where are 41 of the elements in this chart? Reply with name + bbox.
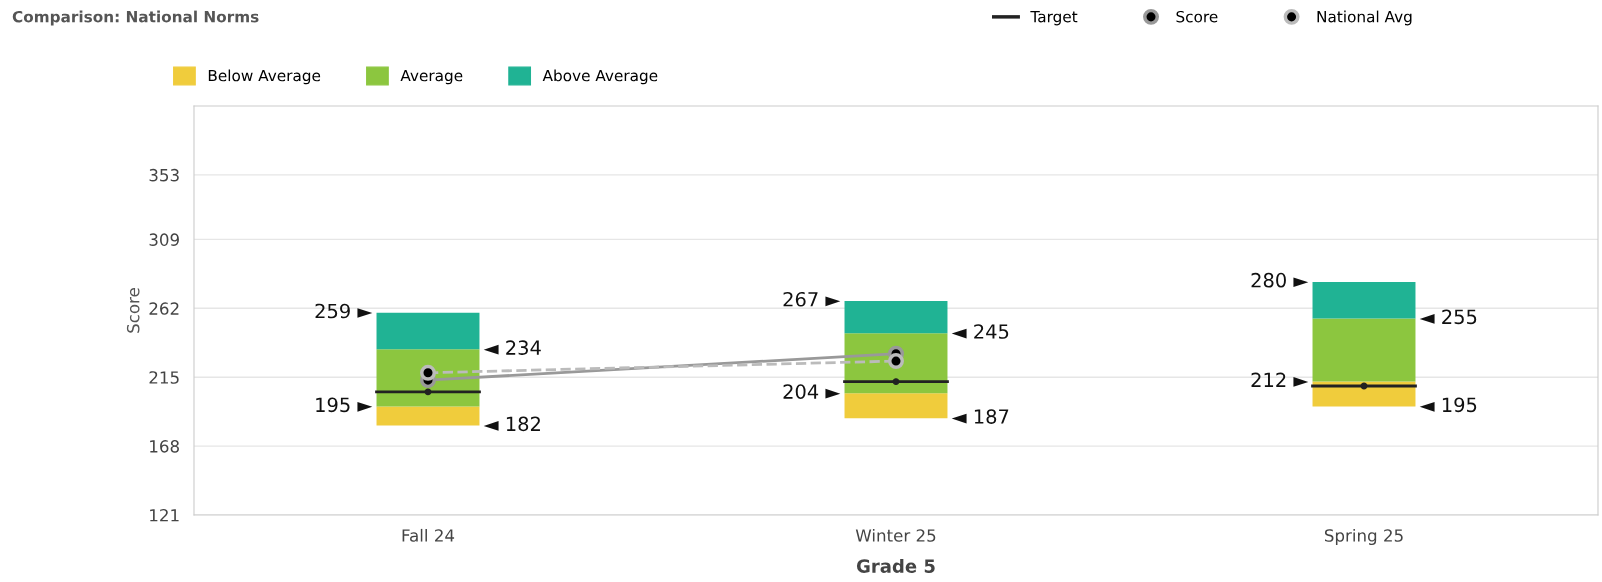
x-tick-label: Fall 24 [402,528,455,542]
legend-label: Score [1176,10,1218,23]
point [424,388,432,396]
legend-label: National Avg [1317,10,1412,26]
point [892,378,900,386]
x-tick-label: Winter 25 [855,528,936,542]
annotation: 267 ► [783,291,841,307]
annotation: ◄ 234 [483,340,541,355]
y-tick-label: 353 [149,168,179,182]
y-axis-title: Score [126,288,140,333]
legend-label: Below Average [208,69,321,85]
bar [1312,318,1416,382]
annotation: ◄ 245 [951,324,1009,339]
bar [376,406,480,426]
y-tick-label: 121 [150,508,179,522]
annotation: ◄ 195 [1419,397,1477,413]
y-tick-label: 168 [150,440,179,453]
y-tick-label: 309 [149,233,179,246]
x-axis-title: Grade 5 [856,558,935,573]
annotation: 280 ► [1251,272,1309,288]
y-tick-label: 262 [149,302,179,315]
legend-label: Average [400,69,463,85]
point [888,353,904,370]
y-tick-label: 215 [149,371,179,384]
annotation: 259 ► [315,303,373,319]
bar [1312,281,1416,319]
chart-title: Comparison: National Norms [12,10,259,26]
bar [844,393,948,419]
annotation: 212 ► [1251,372,1309,387]
annotation: ◄ 182 [483,416,540,432]
bar [376,312,480,350]
x-tick-label: Spring 25 [1324,528,1403,546]
legend-label: Target [1030,11,1078,26]
annotation: ◄ 187 [951,409,1009,424]
bar [844,300,948,334]
annotation: 204 ► [783,384,841,399]
annotation: ◄ 255 [1419,309,1477,325]
annotation: 195 ► [316,397,373,413]
bar [1312,381,1416,407]
point [420,364,436,381]
legend-label: Above Average [542,69,658,85]
